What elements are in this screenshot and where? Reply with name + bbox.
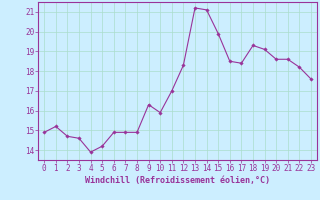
X-axis label: Windchill (Refroidissement éolien,°C): Windchill (Refroidissement éolien,°C) [85, 176, 270, 185]
